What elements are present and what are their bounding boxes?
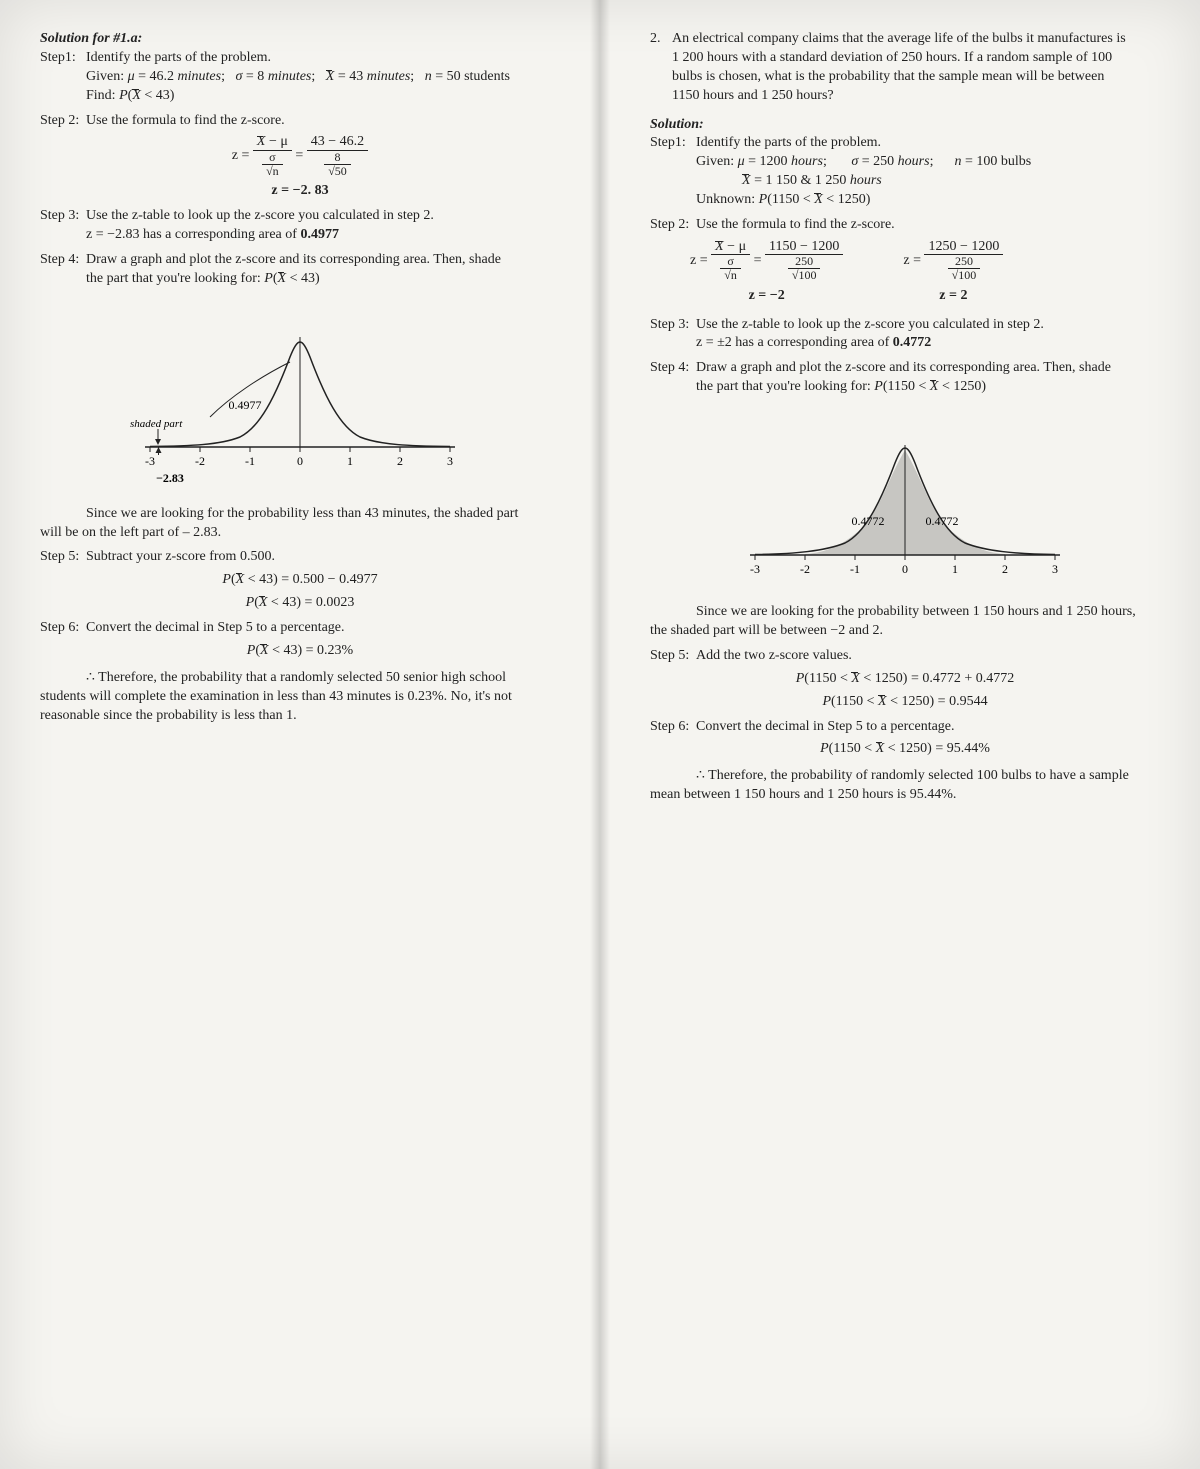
svg-text:-1: -1 <box>850 562 860 576</box>
svg-text:shaded part: shaded part <box>130 418 183 430</box>
step4-text1: Draw a graph and plot the z-score and it… <box>86 252 501 267</box>
step2-text: Use the formula to find the z-score. <box>86 112 560 131</box>
svg-text:1: 1 <box>952 562 958 576</box>
step3-text1: Use the z-table to look up the z-score y… <box>86 208 434 223</box>
step2-label: Step 2: <box>40 112 86 131</box>
svg-text:1: 1 <box>347 454 353 468</box>
svg-text:0: 0 <box>297 454 303 468</box>
step4-label: Step 4: <box>40 251 86 289</box>
right-column: 2. An electrical company claims that the… <box>600 0 1200 1469</box>
left-column: Solution for #1.a: Step1: Identify the p… <box>0 0 600 1469</box>
svg-text:-2: -2 <box>195 454 205 468</box>
svg-text:-2: -2 <box>800 562 810 576</box>
step3-label: Step 3: <box>40 207 86 245</box>
step3-area: 0.4977 <box>300 227 339 242</box>
step5-text: Subtract your z-score from 0.500. <box>86 548 560 567</box>
page: Solution for #1.a: Step1: Identify the p… <box>0 0 1200 1469</box>
z-formula: z = X − μ σ√n = 43 − 46.2 8√50 <box>40 134 560 178</box>
z-result: z = −2. 83 <box>40 182 560 201</box>
svg-text:0.4772: 0.4772 <box>926 514 959 528</box>
svg-text:0.4772: 0.4772 <box>852 514 885 528</box>
solution-header-r: Solution: <box>650 116 1160 135</box>
question: 2. An electrical company claims that the… <box>650 30 1160 106</box>
normal-curve-right: -3 -2 -1 0 1 2 3 0.4772 0.4772 <box>725 405 1085 595</box>
svg-text:3: 3 <box>447 454 453 468</box>
z-formulas: z = X − μ σ√n = 1150 − 1200 250√100 z = … <box>650 235 1160 310</box>
svg-text:-1: -1 <box>245 454 255 468</box>
step4-text2: the part that you're looking for: P(X < … <box>86 271 320 286</box>
given-label: Given: <box>86 69 124 84</box>
step5-line2: P(X < 43) = 0.0023 <box>40 594 560 613</box>
step1-text: Identify the parts of the problem. <box>86 49 271 68</box>
conclusion-r: ∴ Therefore, the probability of randomly… <box>650 767 1160 805</box>
step5-line1: P(X < 43) = 0.500 − 0.4977 <box>40 571 560 590</box>
step1-label: Step1: <box>40 49 86 68</box>
given-row: Given: μ = 46.2 minutes; σ = 8 minutes; … <box>40 68 560 87</box>
normal-curve-left: -3 -2 -1 0 1 2 3 0.4977 shaded part <box>120 297 480 497</box>
since-block-r: Since we are looking for the probability… <box>650 603 1160 641</box>
svg-text:3: 3 <box>1052 562 1058 576</box>
conclusion: ∴ Therefore, the probability that a rand… <box>40 669 560 726</box>
since-block: Since we are looking for the probability… <box>40 505 560 543</box>
svg-text:2: 2 <box>1002 562 1008 576</box>
svg-text:2: 2 <box>397 454 403 468</box>
svg-text:-3: -3 <box>145 454 155 468</box>
step6-label: Step 6: <box>40 619 86 638</box>
step5-label: Step 5: <box>40 548 86 567</box>
svg-text:−2.83: −2.83 <box>156 471 184 485</box>
step6-text: Convert the decimal in Step 5 to a perce… <box>86 619 560 638</box>
find-label: Find: <box>86 88 116 103</box>
step3-text2: z = −2.83 has a corresponding area of <box>86 227 300 242</box>
svg-text:0.4977: 0.4977 <box>229 398 262 412</box>
svg-text:0: 0 <box>902 562 908 576</box>
svg-text:-3: -3 <box>750 562 760 576</box>
step6-line: P(X < 43) = 0.23% <box>40 642 560 661</box>
solution-header: Solution for #1.a: <box>40 30 560 49</box>
